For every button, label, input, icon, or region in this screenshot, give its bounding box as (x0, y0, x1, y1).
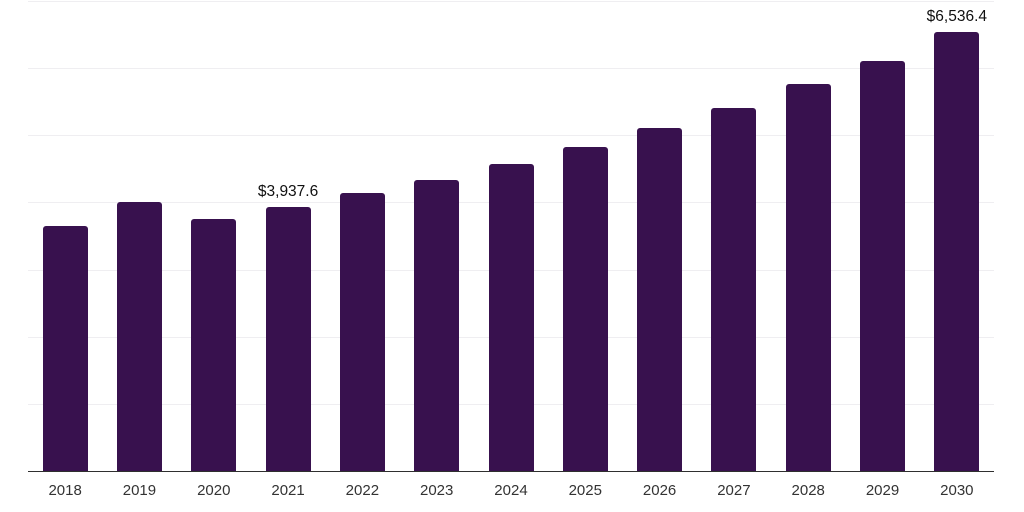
bar-2022[interactable] (339, 193, 385, 471)
x-tick-label-2026: 2026 (642, 482, 677, 499)
x-axis-line (28, 470, 994, 472)
bar-2029[interactable] (860, 61, 906, 471)
x-axis-labels: 2018 2019 2020 2021 2022 2023 2024 2025 2026 2027… (28, 481, 994, 503)
x-tick-label-2021: 2021 (271, 482, 305, 499)
x-tick-label-2019: 2019 (122, 482, 157, 499)
bar-2023[interactable] (414, 180, 460, 471)
x-tick-label-2025: 2025 (568, 482, 602, 499)
bar-2018[interactable] (42, 225, 88, 471)
x-tick-label-2020: 2020 (197, 482, 231, 499)
plot-area (28, 1, 994, 472)
x-tick-label-2024: 2024 (494, 482, 528, 499)
bar-2020[interactable] (191, 218, 237, 471)
bar-2027[interactable] (711, 108, 757, 471)
bar-2028[interactable] (785, 84, 831, 471)
gridline-5000 (28, 135, 994, 137)
bar-2025[interactable] (562, 146, 608, 471)
bar-2024[interactable] (488, 163, 534, 471)
x-tick-label-2029: 2029 (865, 482, 900, 499)
x-tick-label-2023: 2023 (419, 482, 454, 499)
bar-2019[interactable] (116, 202, 162, 471)
bar-2021[interactable] (265, 206, 311, 471)
x-tick-label-2022: 2022 (345, 482, 380, 499)
x-tick-label-2030: 2030 (940, 482, 974, 499)
x-tick-label-2027: 2027 (717, 482, 751, 499)
x-tick-label-2018: 2018 (48, 482, 82, 499)
gridline-6000 (28, 68, 994, 70)
x-tick-label-2028: 2028 (791, 482, 825, 499)
gridline-7000 (28, 1, 994, 2)
bar-2026[interactable] (637, 128, 683, 471)
bar-2030[interactable] (934, 32, 980, 471)
